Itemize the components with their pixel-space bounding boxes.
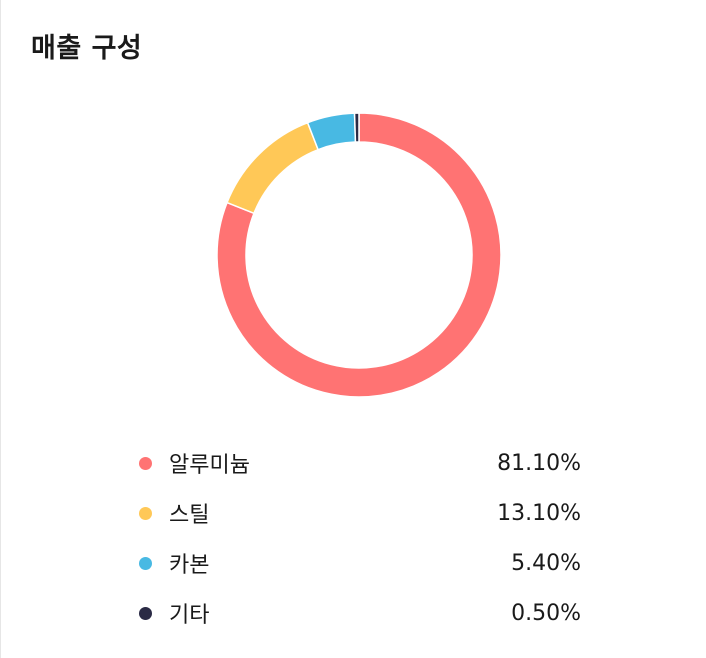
donut-chart xyxy=(216,112,502,398)
legend-label: 카본 xyxy=(169,553,210,578)
legend-value: 13.10% xyxy=(497,500,581,526)
panel-title: 매출 구성 xyxy=(31,33,143,64)
donut-slice-4[interactable] xyxy=(353,112,360,143)
legend-value: 81.10% xyxy=(497,450,581,476)
chart-legend: 알루미늄 81.10% 스틸 13.10% 카본 5.40% 기타 0.50% xyxy=(137,438,583,638)
legend-item[interactable]: 기타 0.50% xyxy=(137,588,583,638)
legend-label: 스틸 xyxy=(169,503,210,528)
legend-dot-icon xyxy=(139,556,152,570)
legend-label: 알루미늄 xyxy=(169,453,250,478)
legend-item[interactable]: 스틸 13.10% xyxy=(137,488,583,538)
donut-slice-1[interactable] xyxy=(216,112,502,398)
legend-item[interactable]: 알루미늄 81.10% xyxy=(137,438,583,488)
legend-value: 5.40% xyxy=(511,550,581,576)
legend-value: 0.50% xyxy=(511,600,581,626)
legend-label: 기타 xyxy=(169,603,210,628)
legend-dot-icon xyxy=(139,456,152,470)
legend-dot-icon xyxy=(139,506,152,520)
legend-item[interactable]: 카본 5.40% xyxy=(137,538,583,588)
donut-slice-2[interactable] xyxy=(226,121,320,215)
legend-dot-icon xyxy=(139,606,152,620)
